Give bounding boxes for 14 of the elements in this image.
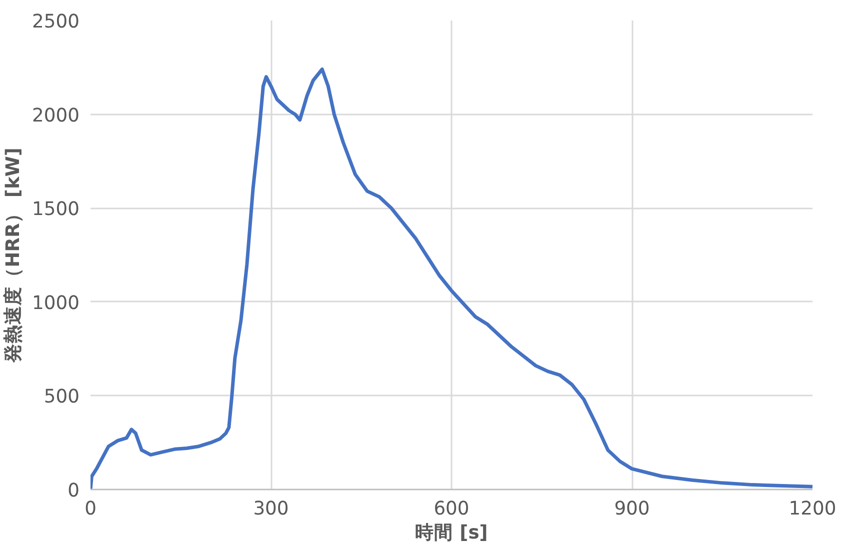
y-tick-label: 2500 [32, 12, 80, 32]
y-tick-label: 1000 [32, 292, 80, 314]
y-tick-label: 1500 [32, 199, 80, 220]
x-tick-label: 0 [84, 498, 96, 520]
y-tick-label: 0 [68, 480, 80, 502]
x-tick-label: 300 [253, 498, 289, 520]
x-tick-label: 900 [614, 498, 650, 520]
x-axis-title: 時間 [s] [415, 522, 488, 544]
y-tick-label: 500 [44, 386, 80, 408]
y-tick-label: 2000 [32, 105, 80, 126]
x-tick-label: 600 [434, 498, 470, 520]
line-series [90, 68, 812, 490]
x-tick-label: 1200 [788, 498, 836, 520]
y-axis-title: 発熱速度（HRR） [kW] [2, 148, 24, 364]
